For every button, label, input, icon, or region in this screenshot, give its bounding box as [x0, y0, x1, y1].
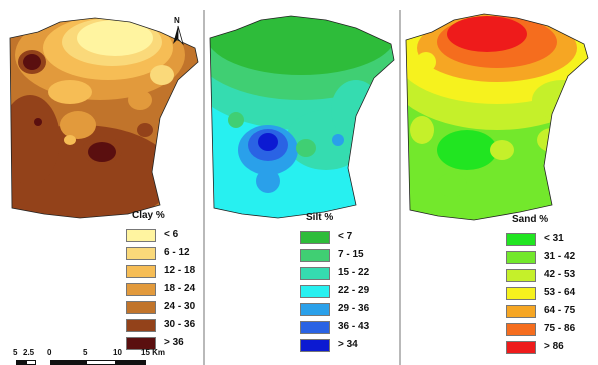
sand-legend-label: < 31 [544, 233, 564, 244]
silt-legend-swatch [300, 339, 330, 352]
sand-legend-row: < 31 [506, 232, 598, 248]
clay-legend-row: < 6 [126, 228, 202, 244]
scale-label: 5 [83, 348, 88, 357]
scale-label: 5 [13, 348, 18, 357]
sand-legend-row: 53 - 64 [506, 286, 598, 302]
clay-legend-row: 12 - 18 [126, 264, 202, 280]
silt-legend-row: < 7 [300, 230, 398, 246]
sand-map [405, 13, 589, 221]
clay-legend-label: > 36 [164, 337, 184, 348]
sand-legend-row: 75 - 86 [506, 322, 598, 338]
silt-legend-swatch [300, 285, 330, 298]
scale-bar-segment [50, 360, 86, 365]
scale-bar-segment [16, 360, 26, 365]
silt-legend-row: 22 - 29 [300, 284, 398, 300]
sand-legend-swatch [506, 341, 536, 354]
silt-legend-label: 7 - 15 [338, 249, 364, 260]
scale-bar: 5 2.5 0 5 10 15 Km [13, 348, 193, 365]
clay-legend-swatch [126, 265, 156, 278]
scale-bar-segment [86, 360, 116, 365]
sand-legend-swatch [506, 251, 536, 264]
sand-legend-label: 53 - 64 [544, 287, 576, 298]
clay-panel: N Clay % < 6 6 - 12 12 - 18 18 - 24 24 -… [0, 0, 202, 365]
silt-legend-title: Silt % [306, 212, 334, 223]
clay-map [9, 17, 199, 219]
silt-legend-label: 22 - 29 [338, 285, 370, 296]
clay-legend-label: 24 - 30 [164, 301, 196, 312]
clay-legend-title: Clay % [132, 210, 165, 221]
silt-legend-swatch [300, 267, 330, 280]
sand-legend-row: 42 - 53 [506, 268, 598, 284]
sand-legend-swatch [506, 305, 536, 318]
sand-legend-swatch [506, 269, 536, 282]
north-arrow-icon [173, 25, 184, 46]
clay-legend-swatch [126, 283, 156, 296]
sand-panel: Sand % < 31 31 - 42 42 - 53 53 - 64 64 -… [402, 0, 598, 365]
clay-legend-row: 24 - 30 [126, 300, 202, 316]
clay-legend-swatch [126, 319, 156, 332]
sand-legend-row: > 86 [506, 340, 598, 356]
scale-label: 0 [47, 348, 52, 357]
silt-legend-swatch [300, 249, 330, 262]
clay-legend-row: 30 - 36 [126, 318, 202, 334]
silt-legend-row: 15 - 22 [300, 266, 398, 282]
clay-legend-swatch [126, 301, 156, 314]
clay-legend-swatch [126, 337, 156, 350]
sand-legend-swatch [506, 287, 536, 300]
panel-divider [399, 10, 401, 365]
clay-legend-row: 6 - 12 [126, 246, 202, 262]
sand-legend-label: 31 - 42 [544, 251, 576, 262]
clay-legend-label: 30 - 36 [164, 319, 196, 330]
sand-legend-label: > 86 [544, 341, 564, 352]
panel-divider [203, 10, 205, 365]
sand-legend-row: 31 - 42 [506, 250, 598, 266]
silt-panel: Silt % < 7 7 - 15 15 - 22 22 - 29 29 - 3… [206, 0, 398, 365]
silt-legend-row: 29 - 36 [300, 302, 398, 318]
sand-legend-label: 75 - 86 [544, 323, 576, 334]
clay-legend-swatch [126, 229, 156, 242]
silt-legend-label: 36 - 43 [338, 321, 370, 332]
silt-legend-swatch [300, 231, 330, 244]
scale-label: 15 Km [141, 348, 166, 357]
sand-legend-row: 64 - 75 [506, 304, 598, 320]
scale-bar-segment [26, 360, 36, 365]
clay-legend-label: 6 - 12 [164, 247, 190, 258]
silt-legend-swatch [300, 303, 330, 316]
scale-label: 10 [113, 348, 122, 357]
clay-legend-label: < 6 [164, 229, 179, 240]
clay-legend-label: 18 - 24 [164, 283, 196, 294]
silt-legend-row: 7 - 15 [300, 248, 398, 264]
sand-legend-swatch [506, 323, 536, 336]
silt-legend-label: 15 - 22 [338, 267, 370, 278]
silt-legend-row: 36 - 43 [300, 320, 398, 336]
silt-legend-row: > 34 [300, 338, 398, 354]
silt-map [209, 15, 395, 219]
clay-legend-row: > 36 [126, 336, 202, 352]
sand-legend-label: 64 - 75 [544, 305, 576, 316]
silt-legend-label: > 34 [338, 339, 358, 350]
clay-legend-label: 12 - 18 [164, 265, 196, 276]
silt-legend-swatch [300, 321, 330, 334]
sand-legend-swatch [506, 233, 536, 246]
clay-legend-swatch [126, 247, 156, 260]
scale-bar-segment [116, 360, 146, 365]
scale-label: 2.5 [23, 348, 35, 357]
sand-legend-label: 42 - 53 [544, 269, 576, 280]
sand-legend-title: Sand % [512, 214, 549, 225]
north-arrow-letter: N [174, 16, 180, 25]
clay-legend-row: 18 - 24 [126, 282, 202, 298]
silt-legend-label: 29 - 36 [338, 303, 370, 314]
silt-legend-label: < 7 [338, 231, 353, 242]
north-arrow: N [170, 16, 186, 46]
